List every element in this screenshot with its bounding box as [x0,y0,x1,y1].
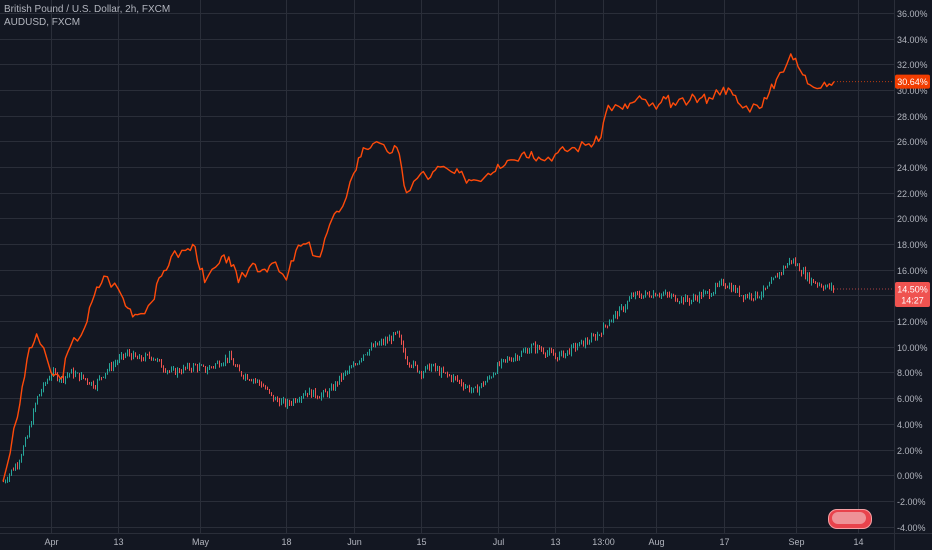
y-tick-label: 10.00% [897,343,928,353]
y-tick-label: 2.00% [897,446,923,456]
y-tick-label: 24.00% [897,163,928,173]
y-tick-label: 28.00% [897,112,928,122]
y-tick-label: 20.00% [897,214,928,224]
y-tick-label: 16.00% [897,266,928,276]
x-tick-label: 15 [416,537,426,547]
gbpusd-series-line [2,53,835,482]
audusd-candles [3,257,834,484]
y-tick-label: 32.00% [897,60,928,70]
x-tick-label: Jul [493,537,505,547]
last-value-badges: 30.64% 14.50%14:27 [834,74,930,307]
time-axis[interactable]: Apr 13 May 18 Jun 15 Jul 13 13:00 Aug 17 Sep 14 [44,537,863,547]
audusd-last-value-label: 14.50% [897,284,928,294]
gbpusd-last-value-label: 30.64% [897,77,928,87]
x-tick-label: 17 [719,537,729,547]
y-tick-label: 6.00% [897,394,923,404]
x-tick-label: Sep [788,537,804,547]
y-tick-label: 18.00% [897,240,928,250]
x-tick-label: Apr [44,537,58,547]
gbpusd-last-value-badge [895,74,930,89]
watermark-logo-icon[interactable] [828,509,872,529]
main-symbol-title[interactable]: British Pound / U.S. Dollar, 2h, FXCM [4,4,171,15]
x-tick-label: 14 [853,537,863,547]
y-tick-label: 30.00% [897,86,928,96]
audusd-countdown-label: 14:27 [901,295,924,305]
x-tick-label: Jun [347,537,362,547]
price-axis[interactable]: 36.00% 34.00% 32.00% 30.00% 28.00% 26.00% 24.0… [897,9,928,533]
compare-symbol-title[interactable]: AUDUSD, FXCM [4,17,81,28]
x-tick-label: Aug [648,537,664,547]
y-tick-label: 26.00% [897,137,928,147]
y-tick-label: -2.00% [897,497,926,507]
x-tick-label: May [192,537,210,547]
y-tick-label: 4.00% [897,420,923,430]
audusd-last-value-badge [895,281,930,307]
grid-layer [0,0,894,533]
y-tick-label: 12.00% [897,317,928,327]
y-tick-label: 22.00% [897,189,928,199]
y-tick-label: 8.00% [897,368,923,378]
y-tick-label: -4.00% [897,523,926,533]
chart-legend: British Pound / U.S. Dollar, 2h, FXCM AU… [4,3,170,29]
gbpusd-line [2,53,835,482]
y-tick-label: 0.00% [897,471,923,481]
x-tick-label: 13:00 [592,537,615,547]
y-tick-label: 34.00% [897,35,928,45]
y-tick-label: 36.00% [897,9,928,19]
x-tick-label: 13 [113,537,123,547]
x-tick-label: 13 [550,537,560,547]
x-tick-label: 18 [281,537,291,547]
